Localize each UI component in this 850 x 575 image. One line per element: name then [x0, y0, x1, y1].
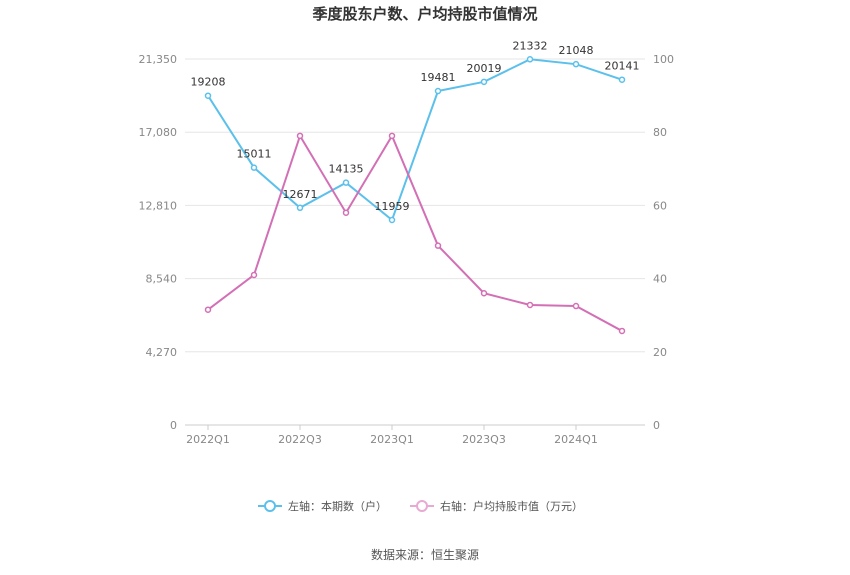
data-point[interactable]: [250, 271, 258, 279]
grid: [185, 58, 645, 353]
y-left-tick-label: 8,540: [146, 273, 178, 286]
y-right-tick-label: 20: [653, 346, 667, 359]
legend-label-right: 右轴：户均持股市值（万元）: [440, 499, 583, 513]
data-point[interactable]: [296, 204, 304, 212]
chart-title: 季度股东户数、户均持股市值情况: [312, 5, 537, 23]
data-label: 20019: [467, 62, 502, 75]
legend-item-right[interactable]: 右轴：户均持股市值（万元）: [410, 499, 583, 513]
data-label: 21332: [513, 39, 548, 52]
y-right-tick-label: 100: [653, 53, 674, 66]
axes: 0 0 4,270 20 8,540 40 12,810 60 17,080 80 21,350 10…: [139, 53, 675, 446]
legend-marker-left: [264, 500, 276, 512]
legend-marker-right: [416, 500, 428, 512]
data-point[interactable]: [434, 87, 442, 95]
source-note: 数据来源：恒生聚源: [371, 547, 479, 562]
data-label: 14135: [329, 163, 364, 176]
data-label: 11959: [375, 200, 410, 213]
data-point[interactable]: [296, 132, 304, 140]
data-point[interactable]: [480, 78, 488, 86]
y-right-tick-label: 60: [653, 199, 667, 212]
data-point[interactable]: [618, 327, 626, 335]
data-point[interactable]: [618, 76, 626, 83]
data-label: 21048: [559, 44, 594, 57]
data-label: 19481: [421, 71, 456, 84]
data-point[interactable]: [342, 209, 350, 216]
legend-item-left[interactable]: 左轴：本期数（户）: [258, 499, 387, 513]
x-tick-label: 2023Q3: [462, 433, 506, 446]
y-left-tick-label: 0: [170, 419, 177, 432]
series-layer: [204, 56, 626, 335]
y-left-tick-label: 12,810: [139, 199, 178, 212]
data-point[interactable]: [480, 289, 488, 297]
x-tick-label: 2024Q1: [554, 433, 598, 446]
x-tick-label: 2022Q1: [186, 433, 230, 446]
data-point[interactable]: [572, 60, 580, 68]
data-point[interactable]: [434, 242, 442, 249]
data-label: 19208: [191, 76, 226, 89]
data-point[interactable]: [572, 302, 580, 310]
data-point[interactable]: [526, 301, 534, 309]
data-point[interactable]: [250, 164, 258, 171]
y-right-tick-label: 40: [653, 273, 667, 286]
data-point[interactable]: [388, 132, 396, 140]
x-tick-label: 2022Q3: [278, 433, 322, 446]
series-line-holders: [207, 58, 623, 222]
data-point[interactable]: [388, 216, 396, 224]
y-left-tick-label: 4,270: [146, 346, 178, 359]
data-label: 20141: [605, 60, 640, 73]
y-right-tick-label: 80: [653, 126, 667, 139]
data-label: 15011: [237, 148, 272, 161]
data-label: 12671: [283, 188, 318, 201]
data-point[interactable]: [204, 306, 212, 313]
data-point[interactable]: [204, 92, 212, 99]
series-line-avg-value: [207, 133, 623, 332]
legend-label-left: 左轴：本期数（户）: [288, 499, 387, 513]
x-tick-label: 2023Q1: [370, 433, 414, 446]
y-left-tick-label: 21,350: [139, 53, 178, 66]
data-point[interactable]: [526, 56, 534, 63]
y-right-tick-label: 0: [653, 419, 660, 432]
data-point[interactable]: [342, 179, 350, 186]
data-labels: 19208 15011 12671 14135 11959 19481 20019 21332…: [191, 39, 640, 213]
legend[interactable]: 左轴：本期数（户） 右轴：户均持股市值（万元）: [258, 499, 583, 513]
y-left-tick-label: 17,080: [139, 126, 178, 139]
